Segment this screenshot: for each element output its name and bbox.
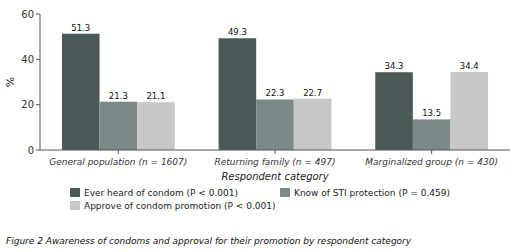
chart: 0 20 40 60% 51.3 49.3 34.3 21.3 22.3 13.5 21.1 22.7… xyxy=(0,0,520,252)
y-tick xyxy=(36,150,40,151)
legend-swatch xyxy=(280,188,290,197)
y-tick-label: 60 xyxy=(21,9,34,20)
data-label: 21.1 xyxy=(146,91,165,101)
data-label: 34.4 xyxy=(460,61,479,71)
x-axis: General population (n = 1607) Returning f… xyxy=(40,150,510,167)
chart-container: 0 20 40 60% 51.3 49.3 34.3 21.3 22.3 13.5 21.1 22.7… xyxy=(0,0,520,252)
data-label: 13.5 xyxy=(422,108,441,118)
bar xyxy=(294,99,332,150)
y-axis-label: % xyxy=(4,77,17,87)
legend: Ever heard of condom (P < 0.001) Know of … xyxy=(70,188,450,211)
bar xyxy=(100,102,138,150)
legend-swatch xyxy=(70,188,80,197)
data-labels: 51.3 49.3 34.3 21.3 22.3 13.5 21.1 22.7 34.4 xyxy=(71,23,478,119)
x-tick xyxy=(275,150,276,154)
bar xyxy=(256,99,294,150)
legend-label: Approve of condom promotion (P < 0.001) xyxy=(84,201,275,211)
data-label: 22.7 xyxy=(303,88,322,98)
legend-label: Know of STI protection (P = 0.459) xyxy=(294,188,450,198)
bar xyxy=(62,34,100,150)
y-tick xyxy=(36,59,40,60)
bar xyxy=(219,38,257,150)
legend-label: Ever heard of condom (P < 0.001) xyxy=(84,188,238,198)
y-tick-label: 0 xyxy=(28,145,34,156)
y-axis: 0 20 40 60 xyxy=(21,9,40,156)
data-label: 34.3 xyxy=(385,61,404,71)
y-axis-line xyxy=(40,14,41,150)
x-axis-label: Respondent category xyxy=(221,171,329,182)
y-tick-label: 20 xyxy=(21,99,34,110)
bars xyxy=(62,34,488,150)
bar xyxy=(450,72,488,150)
bar xyxy=(375,72,413,150)
y-tick xyxy=(36,14,40,15)
x-tick-label: Marginalized group (n = 430) xyxy=(365,157,498,167)
y-tick-label: 40 xyxy=(21,54,34,65)
y-tick xyxy=(36,104,40,105)
x-tick xyxy=(118,150,119,154)
data-label: 21.3 xyxy=(109,91,128,101)
bar xyxy=(137,102,175,150)
bar xyxy=(413,119,451,150)
data-label: 51.3 xyxy=(71,23,90,33)
legend-swatch xyxy=(70,201,80,210)
caption: Figure 2 Awareness of condoms and approv… xyxy=(6,236,412,246)
x-tick-label: Returning family (n = 497) xyxy=(214,157,335,167)
x-tick xyxy=(431,150,432,154)
x-tick-label: General population (n = 1607) xyxy=(49,157,187,167)
data-label: 49.3 xyxy=(228,27,247,37)
data-label: 22.3 xyxy=(266,88,285,98)
